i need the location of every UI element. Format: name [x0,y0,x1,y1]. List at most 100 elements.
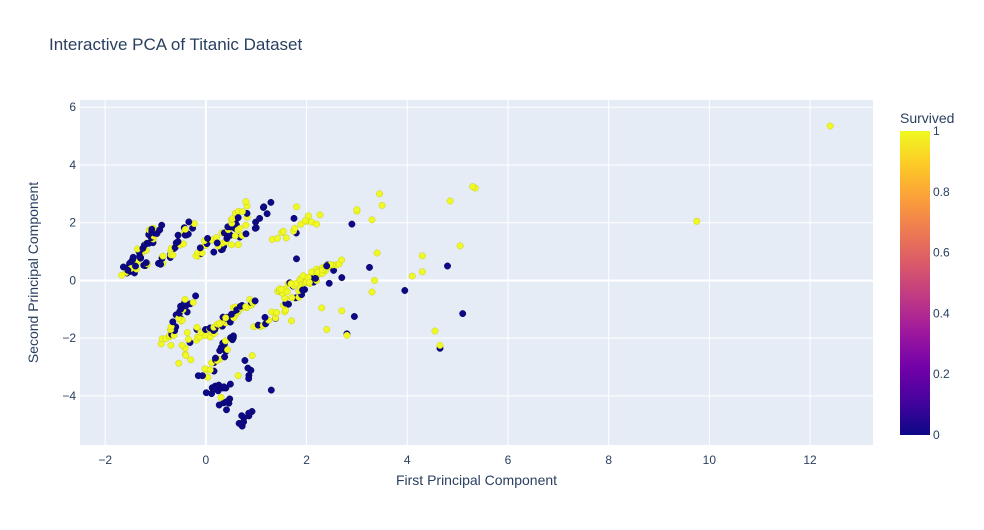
data-point[interactable] [281,295,289,302]
data-point[interactable] [240,418,248,426]
data-point[interactable] [273,234,281,242]
data-point[interactable] [318,304,326,312]
data-point[interactable] [288,317,295,325]
data-point[interactable] [826,122,834,130]
data-point[interactable] [313,220,321,228]
data-point[interactable] [371,276,378,284]
data-point[interactable] [228,241,235,249]
data-point[interactable] [242,230,250,238]
data-point[interactable] [373,249,381,257]
data-point[interactable] [210,248,218,256]
data-point[interactable] [436,341,444,349]
data-point[interactable] [293,203,300,211]
data-point[interactable] [242,303,250,311]
data-point[interactable] [192,292,200,300]
data-point[interactable] [323,326,331,333]
data-point[interactable] [376,190,384,198]
data-point[interactable] [174,238,182,246]
data-point[interactable] [378,201,386,209]
data-point[interactable] [267,386,275,394]
data-point[interactable] [446,197,454,205]
data-point[interactable] [189,298,197,306]
data-point[interactable] [169,318,177,326]
data-point[interactable] [260,203,268,211]
data-point[interactable] [193,323,201,331]
data-point[interactable] [118,271,126,279]
data-point[interactable] [278,286,285,294]
data-point[interactable] [234,214,242,222]
data-point[interactable] [129,253,137,261]
data-point[interactable] [202,389,210,397]
data-point[interactable] [212,354,219,362]
data-point[interactable] [241,357,249,364]
data-point[interactable] [159,252,167,260]
data-point[interactable] [238,208,246,216]
data-point[interactable] [242,221,250,229]
data-point[interactable] [350,313,358,320]
data-point[interactable] [408,272,416,280]
data-point[interactable] [223,406,230,414]
data-point[interactable] [244,364,252,372]
data-point[interactable] [206,366,214,374]
data-point[interactable] [251,297,259,305]
data-point[interactable] [353,206,361,214]
data-point[interactable] [181,295,189,303]
data-point[interactable] [222,337,229,345]
data-point[interactable] [245,409,253,417]
data-point[interactable] [229,332,237,340]
data-point[interactable] [148,225,156,233]
data-point[interactable] [238,412,246,420]
data-point[interactable] [196,244,204,252]
data-point[interactable] [236,225,244,232]
data-point[interactable] [181,225,189,233]
data-point[interactable] [283,288,291,296]
data-point[interactable] [312,274,319,282]
data-point[interactable] [325,279,333,287]
data-point[interactable] [366,263,373,271]
data-point[interactable] [323,262,331,270]
data-point[interactable] [124,266,132,274]
data-point[interactable] [290,214,298,222]
data-point[interactable] [338,256,346,264]
data-point[interactable] [204,234,212,242]
data-point[interactable] [216,320,224,328]
data-point[interactable] [142,259,150,267]
data-point[interactable] [157,260,165,268]
data-point[interactable] [401,287,409,294]
data-point[interactable] [338,274,346,282]
data-point[interactable] [431,327,439,335]
data-point[interactable] [693,217,701,225]
data-point[interactable] [273,309,281,316]
data-point[interactable] [158,221,166,229]
data-point[interactable] [261,313,269,321]
data-point[interactable] [234,241,242,249]
data-point[interactable] [368,216,376,224]
data-point[interactable] [174,231,182,239]
data-point[interactable] [293,255,300,263]
data-point[interactable] [287,280,295,288]
data-point[interactable] [267,198,275,206]
data-point[interactable] [217,393,225,401]
data-point[interactable] [182,351,190,359]
data-point[interactable] [231,232,239,240]
data-point[interactable] [187,356,195,364]
data-point[interactable] [469,183,477,191]
data-point[interactable] [242,198,250,206]
data-point[interactable] [279,227,287,235]
data-point[interactable] [456,242,464,250]
data-point[interactable] [221,353,229,361]
data-point[interactable] [251,224,259,232]
data-point[interactable] [224,346,231,354]
data-point[interactable] [248,352,256,360]
data-point[interactable] [183,329,191,337]
data-point[interactable] [226,380,234,388]
data-point[interactable] [305,278,313,286]
data-point[interactable] [418,268,426,276]
data-point[interactable] [459,310,467,318]
data-point[interactable] [220,383,228,391]
data-point[interactable] [194,372,202,380]
data-point[interactable] [167,341,175,349]
data-points[interactable] [118,122,834,430]
data-point[interactable] [178,341,186,349]
data-point[interactable] [299,286,307,294]
